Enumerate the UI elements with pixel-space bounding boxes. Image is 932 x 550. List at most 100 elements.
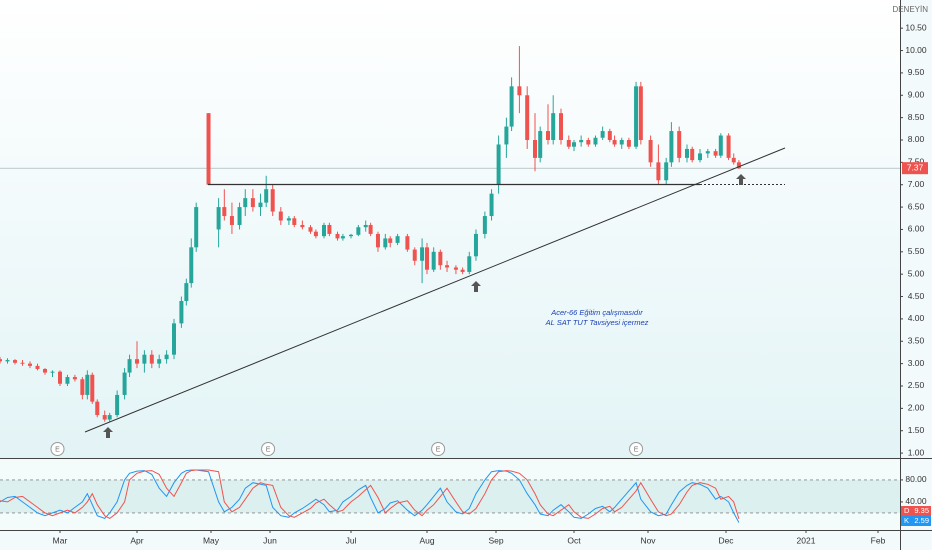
event-marker bbox=[629, 442, 644, 456]
candle-body bbox=[525, 95, 530, 140]
candle-body bbox=[278, 211, 283, 221]
candle-body bbox=[638, 86, 643, 140]
candle-body bbox=[420, 247, 425, 261]
candle-body bbox=[5, 360, 10, 362]
candle-body bbox=[80, 379, 85, 395]
candle-body bbox=[356, 227, 361, 235]
candle-body bbox=[586, 139, 591, 145]
last-price-label: 7.37 bbox=[907, 162, 924, 172]
candle-body bbox=[149, 354, 154, 364]
candle-body bbox=[460, 269, 465, 272]
event-label: E bbox=[634, 446, 639, 453]
candle-body bbox=[482, 216, 487, 234]
candle-body bbox=[726, 135, 731, 158]
y-tick-label: 3.00 bbox=[908, 358, 925, 368]
candle-body bbox=[50, 371, 55, 373]
candle-body bbox=[496, 144, 501, 185]
candle-body bbox=[388, 238, 393, 243]
candle-body bbox=[102, 415, 107, 420]
candle-body bbox=[135, 359, 139, 364]
candle-body bbox=[300, 224, 305, 228]
candle-body bbox=[473, 233, 478, 257]
candle-body bbox=[179, 301, 184, 324]
y-tick-label: 9.50 bbox=[908, 67, 925, 77]
y-tick-label: 4.50 bbox=[908, 291, 925, 301]
candle-body bbox=[222, 207, 227, 217]
x-tick-label: Apr bbox=[130, 535, 143, 545]
candle-body bbox=[533, 139, 537, 158]
candle-body bbox=[229, 216, 234, 225]
y-tick-label: 8.50 bbox=[908, 112, 925, 122]
arrow bbox=[736, 174, 746, 185]
candle-body bbox=[368, 224, 373, 234]
candle-body bbox=[13, 360, 17, 363]
candle-body bbox=[216, 207, 221, 230]
candle-body bbox=[669, 131, 674, 163]
candle-body bbox=[237, 207, 242, 225]
event-marker bbox=[431, 442, 446, 456]
candle-body bbox=[194, 207, 199, 248]
candle-body bbox=[698, 153, 702, 161]
candle-body bbox=[270, 189, 275, 212]
watermark: DENEYİN bbox=[892, 5, 928, 14]
arrow bbox=[103, 427, 113, 438]
candle-body bbox=[58, 371, 62, 384]
value-label: 9.35 bbox=[914, 506, 929, 515]
candle-body bbox=[736, 162, 741, 169]
candle-body bbox=[551, 113, 556, 140]
candle-body bbox=[509, 86, 514, 127]
candle-body bbox=[308, 227, 313, 232]
candle-body bbox=[546, 131, 550, 140]
candle-body bbox=[718, 135, 723, 156]
candle-body bbox=[127, 359, 132, 373]
arrow bbox=[471, 281, 481, 292]
candle-body bbox=[95, 401, 100, 416]
candle-body bbox=[504, 126, 509, 145]
candle-body bbox=[431, 251, 436, 270]
last-price-tag bbox=[902, 162, 928, 175]
candle-body bbox=[243, 198, 248, 208]
candle-body bbox=[566, 139, 571, 147]
candle-body bbox=[538, 131, 543, 158]
candle-body bbox=[20, 362, 25, 364]
candle-body bbox=[685, 148, 689, 158]
candle-body bbox=[705, 151, 710, 154]
value-tag bbox=[901, 506, 931, 516]
event-marker bbox=[50, 442, 65, 456]
candle-body bbox=[340, 236, 345, 239]
candle-body bbox=[656, 162, 661, 181]
y-tick-label: 10.00 bbox=[905, 45, 927, 55]
annotation: AL SAT TUT Tavsiyesi içermez bbox=[545, 318, 649, 327]
candle-body bbox=[157, 359, 162, 364]
x-tick-label: Sep bbox=[488, 535, 503, 545]
candle-body bbox=[445, 265, 450, 268]
candle-body bbox=[313, 231, 318, 237]
candle-body bbox=[90, 374, 95, 402]
y-tick-label: 5.00 bbox=[908, 268, 925, 278]
candle-body bbox=[72, 377, 77, 380]
candle-body bbox=[731, 157, 736, 163]
candle-body bbox=[184, 283, 189, 302]
x-tick-label: May bbox=[203, 535, 220, 545]
x-tick-label: Dec bbox=[718, 535, 734, 545]
event-label: E bbox=[55, 446, 60, 453]
candle-body bbox=[35, 365, 40, 369]
candle-body bbox=[363, 224, 368, 228]
candle-body bbox=[258, 202, 263, 208]
x-tick-label: Jun bbox=[263, 535, 277, 545]
candle-body bbox=[559, 113, 563, 140]
y-tick-label: 40.00 bbox=[905, 496, 927, 506]
y-tick-label: 6.50 bbox=[908, 201, 925, 211]
candle-body bbox=[65, 377, 70, 384]
candle-body bbox=[85, 374, 90, 395]
candle-body bbox=[600, 131, 605, 138]
x-tick-label: Aug bbox=[419, 535, 434, 545]
y-tick-label: 3.50 bbox=[908, 336, 925, 346]
candle-body bbox=[690, 148, 695, 161]
candle-body bbox=[142, 354, 147, 364]
candle-body bbox=[164, 354, 169, 360]
candle-body bbox=[453, 267, 458, 270]
y-tick-label: 2.00 bbox=[908, 403, 925, 413]
candle-body bbox=[322, 224, 326, 237]
candle-body bbox=[383, 238, 388, 248]
